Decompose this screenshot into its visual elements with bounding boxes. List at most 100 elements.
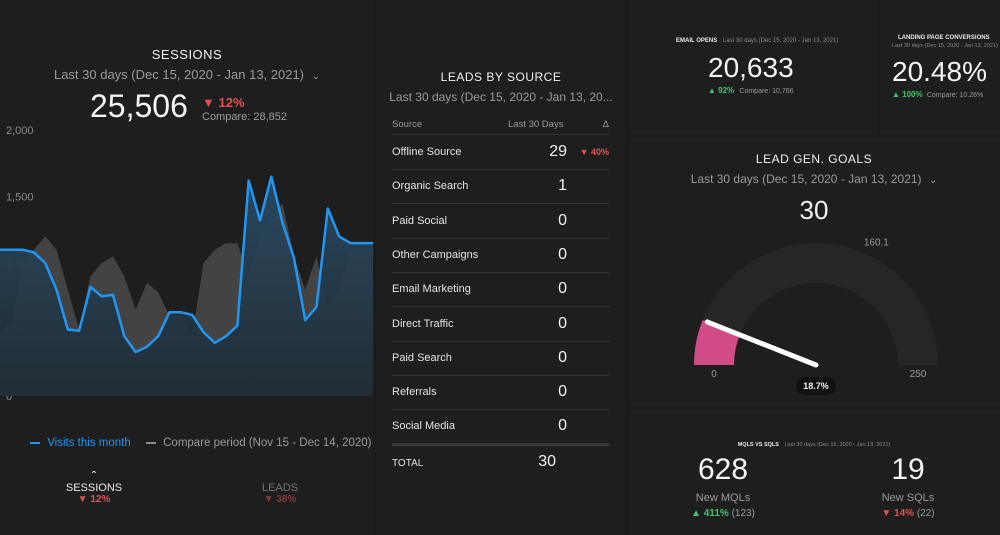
email-opens-compare: Compare: 10,766 — [739, 88, 794, 95]
lead-source-label: Offline Source — [392, 146, 462, 158]
mql-label: New MQLs — [695, 492, 751, 504]
email-opens-panel: EMAIL OPENS Last 30 days (Dec 15, 2020 -… — [628, 0, 878, 135]
lead-source-value: 0 — [558, 383, 567, 401]
leads-table-row: Paid Search 0 — [392, 341, 609, 376]
gauge-target-label: 160.1 — [864, 238, 889, 249]
leads-range[interactable]: Last 30 days (Dec 15, 2020 - Jan 13, 20.… — [389, 90, 613, 104]
lead-source-value: 0 — [558, 245, 567, 263]
total-label: TOTAL — [392, 458, 424, 469]
down-arrow-icon: ▼ — [881, 508, 892, 519]
col-last-30-days: Last 30 Days — [508, 119, 564, 130]
y-tick-label: 0 — [6, 391, 12, 403]
mql-compare: (123) — [731, 508, 755, 519]
tab-sessions[interactable]: ˆ SESSIONS ▼ 12% — [55, 469, 133, 505]
gauge-min-label: 0 — [711, 369, 717, 380]
sql-value: 19 — [891, 453, 925, 486]
sessions-compare: Compare: 28,852 — [202, 111, 287, 123]
gauge-track — [694, 243, 938, 365]
mql-change-row: ▲ 411% (123) — [668, 508, 778, 519]
email-opens-change-row: ▲ 92% Compare: 10,766 — [708, 86, 794, 95]
sessions-range-selector[interactable]: Last 30 days (Dec 15, 2020 - Jan 13, 202… — [0, 67, 374, 82]
legend-compare-label: Compare period (Nov 15 - Dec 14, 2020) — [163, 437, 372, 449]
mql-header: MQLS VS SQLS Last 30 days (Dec 15, 2020 … — [628, 442, 1000, 448]
y-tick-label: 1,500 — [6, 192, 34, 204]
sessions-range-label: Last 30 days (Dec 15, 2020 - Jan 13, 202… — [53, 67, 305, 82]
mql-change: 411% — [703, 508, 729, 519]
email-opens-change: 92% — [718, 86, 735, 95]
legend-compare-swatch — [145, 441, 156, 444]
down-arrow-icon: ▼ — [202, 95, 215, 110]
chevron-down-icon: ⌄ — [928, 175, 938, 186]
leads-title: LEADS BY SOURCE — [440, 70, 562, 84]
lead-source-label: Social Media — [392, 420, 455, 433]
sessions-title: SESSIONS — [151, 47, 223, 62]
email-opens-value: 20,633 — [708, 52, 794, 83]
col-delta: Δ — [602, 119, 609, 130]
leads-table-row: Referrals 0 — [392, 375, 609, 411]
legend-current-label: Visits this month — [47, 437, 131, 449]
tab-leads-change: ▼ 38% — [245, 494, 315, 505]
lead-source-value: 0 — [558, 314, 567, 332]
leads-table-row: Organic Search 1 — [392, 169, 609, 205]
goals-panel: LEAD GEN. GOALS Last 30 days (Dec 15, 20… — [628, 137, 1000, 407]
leads-table-row: Direct Traffic 0 — [392, 307, 609, 342]
leads-table-row: Other Campaigns 0 — [392, 238, 609, 273]
goals-gauge: 0 250 160.1 — [694, 238, 938, 380]
lead-source-value: 0 — [558, 417, 567, 435]
landing-compare: Compare: 10.26% — [926, 92, 984, 99]
tab-sessions-label: SESSIONS — [65, 482, 123, 494]
lead-source-label: Paid Social — [392, 214, 448, 227]
leads-table-header: Source Last 30 Days Δ — [392, 116, 609, 135]
landing-value: 20.48% — [892, 56, 987, 87]
lead-source-label: Paid Search — [392, 351, 452, 364]
tab-sessions-change: ▼ 12% — [55, 494, 133, 505]
lead-source-value: 0 — [558, 348, 567, 366]
tab-leads[interactable]: LEADS ▼ 38% — [245, 482, 315, 505]
down-arrow-icon: ▼ — [263, 494, 274, 505]
mql-panel: MQLS VS SQLS Last 30 days (Dec 15, 2020 … — [628, 409, 1000, 535]
lead-source-label: Organic Search — [392, 180, 469, 193]
sql-compare: (22) — [916, 508, 935, 519]
sessions-change-value: 12% — [218, 95, 245, 110]
lead-source-value: 1 — [558, 177, 567, 195]
current-series-area — [0, 176, 373, 396]
leads-table-row: Social Media 0 — [392, 409, 609, 445]
leads-table-row: Email Marketing 0 — [392, 272, 609, 308]
up-arrow-icon: ▲ — [708, 86, 716, 95]
lead-source-label: Email Marketing — [392, 283, 471, 296]
lead-source-change-value: 40% — [590, 147, 609, 157]
leads-table-row: Offline Source 29 ▼ 40% — [392, 135, 609, 170]
landing-range[interactable]: Last 30 days (Dec 15, 2020 - Jan 13, 202… — [892, 43, 998, 49]
gauge-percent-label: 18.7% — [803, 381, 829, 391]
goals-title: LEAD GEN. GOALS — [755, 152, 873, 166]
down-arrow-icon: ▼ — [579, 147, 591, 157]
mql-range[interactable]: Last 30 days (Dec 15, 2020 - Jan 13, 202… — [784, 442, 891, 448]
current-series-line — [0, 175, 373, 354]
landing-panel: LANDING PAGE CONVERSIONS Last 30 days (D… — [880, 0, 1000, 135]
gauge-needle — [704, 319, 819, 368]
down-arrow-icon: ▼ — [77, 494, 88, 505]
leads-total-row: TOTAL 30 — [392, 444, 609, 480]
tab-sessions-change-value: 12% — [90, 494, 111, 505]
chevron-down-icon: ⌄ — [311, 71, 321, 82]
goals-value: 30 — [799, 195, 829, 225]
up-arrow-icon: ▲ — [691, 508, 701, 519]
lead-source-value: 0 — [558, 280, 567, 298]
lead-source-change: ▼ 40% — [567, 147, 609, 157]
email-opens-range[interactable]: Last 30 days (Dec 15, 2020 - Jan 13, 202… — [722, 38, 839, 44]
lead-source-label: Other Campaigns — [392, 248, 479, 261]
sql-change: 14% — [894, 508, 915, 519]
email-opens-title: EMAIL OPENS — [676, 38, 718, 44]
goals-range-selector[interactable]: Last 30 days (Dec 15, 2020 - Jan 13, 202… — [628, 172, 1000, 186]
mql-title: MQLS VS SQLS — [737, 442, 779, 448]
landing-change-row: ▲ 100% Compare: 10.26% — [892, 90, 983, 99]
total-value: 30 — [538, 453, 556, 470]
legend-current-swatch — [30, 441, 40, 444]
sessions-legend: Visits this month Compare period (Nov 15… — [30, 437, 372, 449]
lead-source-label: Referrals — [392, 386, 437, 399]
landing-title: LANDING PAGE CONVERSIONS — [898, 35, 990, 41]
gauge-percent-badge: 18.7% — [796, 377, 836, 395]
lead-source-value: 0 — [558, 211, 567, 229]
y-tick-label: 2,000 — [6, 125, 34, 137]
lead-source-label: Direct Traffic — [392, 317, 454, 330]
